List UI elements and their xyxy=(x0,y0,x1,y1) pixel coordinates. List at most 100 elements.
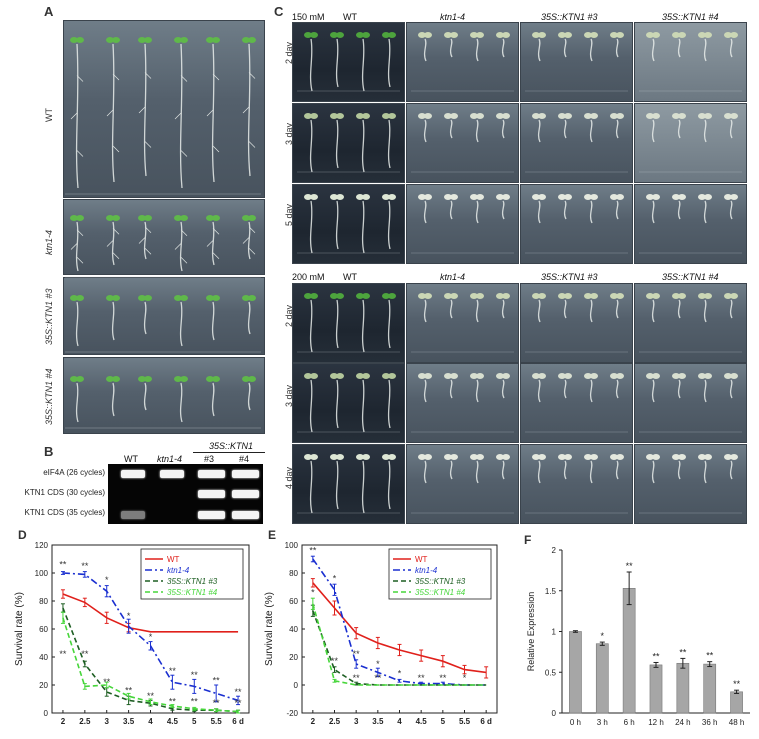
seedling-cotyledon xyxy=(310,373,318,379)
panel-c-photo xyxy=(292,184,405,264)
panel-a-label: A xyxy=(44,4,54,19)
seedling xyxy=(672,32,686,58)
seedling-lateral-root xyxy=(76,75,84,82)
significance-mark: * xyxy=(149,632,153,642)
seedling xyxy=(356,194,370,254)
x-tick-label: 4.5 xyxy=(167,717,179,726)
seedling-root xyxy=(703,200,707,224)
significance-mark: * xyxy=(333,573,337,583)
seedling xyxy=(698,454,712,484)
seedling-cotyledon xyxy=(584,32,592,38)
x-tick-label: 4 xyxy=(397,717,402,726)
seedling-cotyledon xyxy=(584,454,592,460)
seedling xyxy=(444,113,458,139)
seedling-lateral-root xyxy=(212,145,220,153)
seedling-cotyledon xyxy=(248,376,256,382)
legend-label: WT xyxy=(415,555,428,564)
seedling-cotyledon xyxy=(558,113,566,119)
panel-c-photo xyxy=(292,283,405,363)
significance-mark: ** xyxy=(374,673,382,683)
seedling-root xyxy=(501,299,505,319)
seedling-cotyledon xyxy=(174,215,182,221)
panel-c-label: C xyxy=(274,4,284,19)
series-line xyxy=(62,593,239,633)
seedling-cotyledon xyxy=(652,454,660,460)
significance-mark: ** xyxy=(191,670,199,680)
x-tick-label: 24 h xyxy=(675,718,691,727)
seedling-root xyxy=(537,200,541,224)
seedling-root xyxy=(615,119,619,139)
seedling xyxy=(418,293,432,323)
seedling xyxy=(330,32,344,88)
seedling-root xyxy=(247,221,251,260)
seedling-cotyledon xyxy=(138,295,146,301)
seedling-cotyledon xyxy=(424,32,432,38)
seedling-cotyledon xyxy=(418,454,426,460)
seedling xyxy=(330,454,344,510)
seedling-root xyxy=(501,119,505,139)
seedling-cotyledon xyxy=(450,373,458,379)
seedling xyxy=(610,113,624,139)
seedling-cotyledon xyxy=(70,37,78,43)
panel-a-row-label: 35S::KTN1 #3 xyxy=(44,288,54,345)
seedling-cotyledon xyxy=(724,293,732,299)
seedling-cotyledon xyxy=(584,293,592,299)
seedling-lateral-root xyxy=(144,141,152,148)
seedling-lateral-root xyxy=(76,229,84,236)
panel-c-seedlings xyxy=(297,194,400,254)
seedling-root xyxy=(563,299,567,319)
seedling-cotyledon xyxy=(678,32,686,38)
seedling-cotyledon xyxy=(144,37,152,43)
seedling xyxy=(418,373,432,403)
seedling-cotyledon xyxy=(704,194,712,200)
seedling-cotyledon xyxy=(532,373,540,379)
seedling-cotyledon xyxy=(590,373,598,379)
seedling xyxy=(304,293,318,353)
seedling xyxy=(724,373,738,399)
seedling-cotyledon xyxy=(112,37,120,43)
x-tick-label: 4.5 xyxy=(416,717,428,726)
seedling-root xyxy=(501,379,505,399)
seedling xyxy=(174,37,188,189)
y-axis-label: Survival rate (%) xyxy=(14,592,25,666)
seedling-cotyledon xyxy=(138,215,146,221)
x-tick-label: 5.5 xyxy=(459,717,471,726)
panel-label: E xyxy=(268,528,276,542)
seedling-root xyxy=(335,200,339,250)
x-tick-label: 36 h xyxy=(702,718,718,727)
seedling-root xyxy=(651,38,655,62)
seedling-root xyxy=(75,301,79,347)
seedling xyxy=(444,373,458,399)
gel-row-label: KTN1 CDS (35 cycles) xyxy=(24,508,105,517)
seedling-root xyxy=(449,460,453,480)
seedling-cotyledon xyxy=(242,215,250,221)
seedling-cotyledon xyxy=(678,194,686,200)
seedling-cotyledon xyxy=(672,373,680,379)
seedling-cotyledon xyxy=(362,194,370,200)
seedling-root xyxy=(361,119,365,173)
x-tick-label: 6 h xyxy=(624,718,635,727)
seedling-root xyxy=(475,299,479,323)
seedling-cotyledon xyxy=(304,113,312,119)
panel-c-seedlings xyxy=(525,194,628,254)
gel-row-label: eIF4A (26 cycles) xyxy=(43,468,105,477)
seedling-root xyxy=(729,38,733,58)
seedling-cotyledon xyxy=(538,454,546,460)
seedling-cotyledon xyxy=(382,194,390,200)
seedling-cotyledon xyxy=(496,32,504,38)
seedling-cotyledon xyxy=(652,32,660,38)
seedling-root xyxy=(475,460,479,484)
seedling-root xyxy=(677,460,681,480)
seedling-cotyledon xyxy=(304,454,312,460)
seedling-lateral-root xyxy=(76,150,84,157)
panel-c-photo xyxy=(406,103,519,183)
seedling-lateral-root xyxy=(180,229,188,236)
panel-a-row-label: WT xyxy=(44,108,54,122)
panel-label: F xyxy=(524,533,531,547)
seedling xyxy=(646,454,660,484)
seedling-cotyledon xyxy=(206,215,214,221)
seedling xyxy=(584,113,598,143)
seedling xyxy=(304,32,318,92)
seedling-cotyledon xyxy=(212,37,220,43)
seedling-cotyledon xyxy=(144,215,152,221)
